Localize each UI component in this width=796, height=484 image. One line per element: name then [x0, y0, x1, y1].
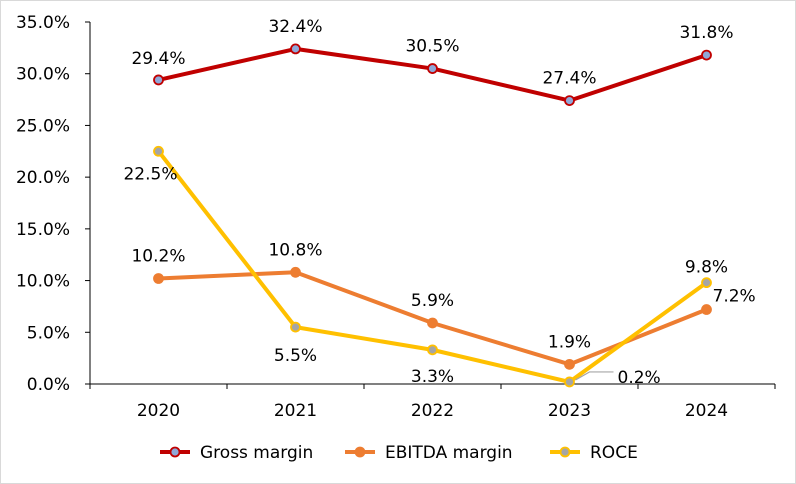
data-label: 5.5% [274, 346, 317, 366]
series-1-point [564, 358, 575, 370]
series-2-point [290, 321, 301, 333]
y-axis-tick-labels: 0.0% 5.0% 10.0% 15.0% 20.0% 25.0% 30.0% 35.0% [16, 13, 70, 395]
data-label: 27.4% [542, 69, 596, 89]
legend-swatch-marker [559, 446, 571, 458]
legend-swatch-marker [354, 446, 366, 458]
data-labels: 29.4% 32.4% 30.5% 27.4% 31.8% 10.2% 10.8% 5.9% 1… [123, 17, 755, 388]
series-0-point [701, 49, 712, 61]
y-tick-label: 20.0% [16, 168, 70, 188]
data-label: 1.9% [548, 332, 591, 352]
y-tick-label: 0.0% [27, 375, 70, 395]
series-2-point [564, 376, 575, 388]
y-tick-label: 15.0% [16, 220, 70, 240]
series-line-0 [156, 46, 709, 103]
x-tick-label: 2021 [274, 401, 317, 421]
legend-item: EBITDA margin [345, 443, 513, 463]
legend: Gross margin EBITDA margin ROCE [160, 443, 638, 463]
x-axis-tick-labels: 2020 2021 2022 2023 2024 [137, 401, 728, 421]
data-label: 32.4% [268, 17, 322, 37]
label-leader-line [575, 371, 614, 381]
y-tick-label: 10.0% [16, 272, 70, 292]
legend-label: EBITDA margin [385, 443, 513, 463]
legend-label: ROCE [590, 443, 638, 463]
axes [85, 21, 776, 389]
series-lines [156, 46, 709, 384]
series-1-point [290, 266, 301, 278]
y-tick-label: 35.0% [16, 13, 70, 33]
data-label: 3.3% [411, 367, 454, 387]
series-2-point [701, 277, 712, 289]
data-label: 30.5% [405, 37, 459, 57]
x-tick-label: 2022 [411, 401, 454, 421]
legend-swatch-marker [169, 446, 181, 458]
legend-label: Gross margin [200, 443, 313, 463]
legend-item: ROCE [550, 443, 638, 463]
series-1-point [427, 317, 438, 329]
x-tick-label: 2020 [137, 401, 180, 421]
series-0-point [564, 95, 575, 107]
data-label: 22.5% [123, 164, 177, 184]
y-tick-label: 30.0% [16, 65, 70, 85]
series-2-point [153, 145, 164, 157]
series-0-point [153, 74, 164, 86]
series-0-point [427, 63, 438, 74]
data-label: 29.4% [131, 49, 185, 69]
series-1-point [701, 304, 712, 315]
series-markers [153, 43, 712, 388]
legend-item: Gross margin [160, 443, 313, 463]
series-2-point [427, 344, 438, 356]
data-label: 10.8% [268, 240, 322, 260]
data-label: 7.2% [713, 287, 756, 307]
data-label: 31.8% [679, 23, 733, 43]
data-label: 5.9% [411, 291, 454, 311]
data-label: 0.2% [618, 368, 661, 388]
x-tick-label: 2023 [548, 401, 591, 421]
data-label: 10.2% [131, 247, 185, 267]
series-0-point [290, 43, 301, 55]
x-tick-label: 2024 [685, 401, 728, 421]
y-tick-label: 5.0% [27, 323, 70, 343]
data-label: 9.8% [685, 258, 728, 278]
y-tick-label: 25.0% [16, 116, 70, 136]
series-1-point [153, 273, 164, 284]
